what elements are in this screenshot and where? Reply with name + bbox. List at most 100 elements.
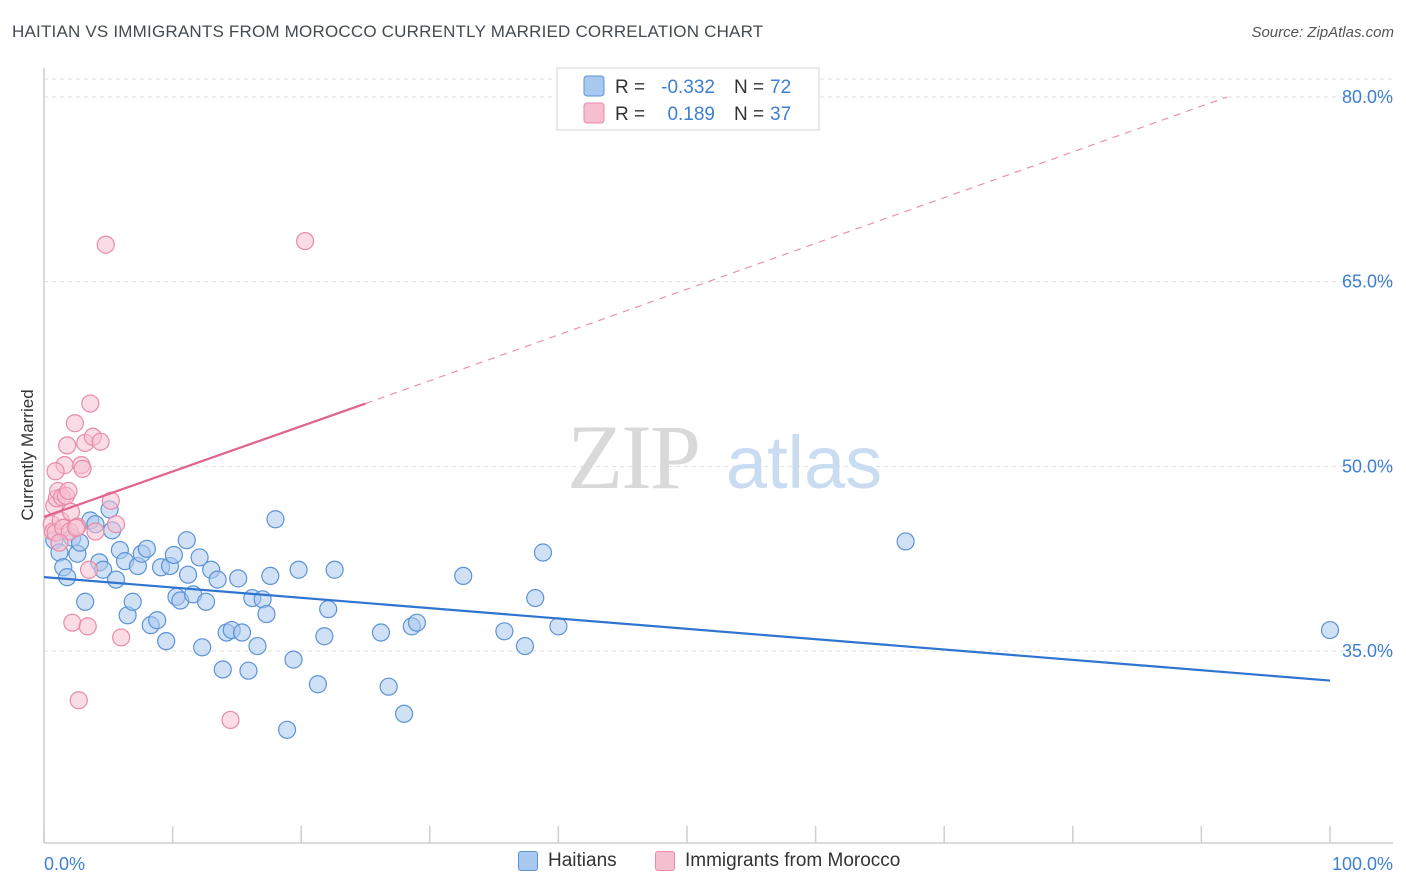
haitian-point [896, 532, 915, 551]
source-label: Source: ZipAtlas.com [1251, 24, 1394, 41]
morocco-point [79, 560, 99, 579]
morocco-swatch-icon [655, 851, 675, 871]
morocco-point [58, 436, 77, 455]
morocco-point [65, 414, 84, 433]
morocco-point [63, 613, 82, 632]
legend-box: R = -0.332 N = 72 R = 0.189 N = 37 [556, 67, 820, 131]
legend-n-label-haitians: N = [734, 77, 764, 98]
grid-lines [44, 78, 1393, 652]
bottom-legend-morocco: Immigrants from Morocco [655, 850, 900, 872]
y-tick-labels: 35.0% 50.0% 65.0% 80.0% [1342, 87, 1393, 661]
haitian-point [137, 539, 156, 558]
haitian-point [232, 623, 252, 642]
legend-r-value-morocco: 0.189 [667, 104, 715, 125]
bottom-legend-label-morocco: Immigrants from Morocco [685, 850, 901, 871]
haitian-point [193, 638, 212, 657]
haitian-point [177, 531, 196, 550]
haitians-trend-line [43, 576, 1331, 682]
legend-n-label-morocco: N = [734, 104, 764, 125]
morocco-trend-line [43, 402, 366, 518]
x-tick-label-min: 0.0% [44, 854, 85, 874]
y-axis-label: Currently Married [18, 389, 37, 520]
morocco-point [86, 522, 105, 541]
morocco-point [96, 235, 115, 254]
morocco-point [221, 710, 240, 730]
haitian-point [266, 510, 285, 529]
watermark-zip: ZIP [567, 406, 699, 508]
chart-title: HAITIAN VS IMMIGRANTS FROM MOROCCO CURRE… [12, 22, 764, 41]
haitian-point [495, 622, 514, 641]
morocco-point [67, 518, 86, 537]
haitian-point [526, 588, 545, 608]
morocco-point [295, 231, 315, 251]
bottom-legend-haitians: Haitians [518, 850, 617, 872]
haitian-point [325, 560, 344, 579]
morocco-point [73, 459, 92, 478]
x-tick-marks [43, 826, 1331, 843]
haitian-point [319, 600, 338, 619]
haitian-point [394, 704, 414, 723]
morocco-point [106, 515, 126, 534]
haitian-point [190, 548, 209, 567]
haitian-point [454, 566, 473, 586]
haitian-point [164, 545, 183, 565]
haitian-point [257, 604, 276, 624]
x-tick-labels: 0.0% 100.0% [44, 854, 1393, 874]
legend-swatch-morocco [583, 102, 605, 124]
morocco-point [69, 691, 88, 710]
haitian-point [379, 677, 398, 696]
haitian-point [148, 611, 167, 630]
haitian-point [407, 613, 427, 632]
haitian-point [106, 570, 126, 589]
haitian-point [284, 650, 303, 669]
legend-swatch-haitians [583, 75, 605, 97]
legend-r-label-morocco: R = [615, 104, 645, 125]
haitian-point [248, 636, 267, 656]
morocco-point [59, 481, 78, 501]
morocco-point [81, 394, 100, 413]
legend-n-value-morocco: 37 [770, 104, 791, 125]
haitian-point [261, 566, 280, 586]
haitian-point [76, 592, 95, 611]
haitian-point [533, 543, 553, 562]
legend-r-label-haitians: R = [615, 77, 645, 98]
x-tick-label-max: 100.0% [1332, 854, 1393, 874]
morocco-point [91, 432, 110, 451]
haitian-point [1320, 620, 1340, 640]
data-points [42, 231, 1340, 739]
haitian-point [515, 636, 535, 656]
haitian-point [549, 617, 568, 636]
haitian-point [208, 570, 227, 589]
y-tick-label: 65.0% [1342, 272, 1393, 292]
morocco-point [112, 628, 131, 647]
haitian-point [213, 660, 232, 679]
morocco-point [46, 462, 65, 481]
haitian-point [123, 592, 142, 611]
haitian-point [178, 565, 198, 584]
axes [43, 68, 1393, 844]
y-tick-label: 35.0% [1342, 641, 1393, 661]
haitian-point [277, 720, 297, 739]
morocco-trend-extension [365, 96, 1228, 405]
haitian-point [371, 623, 391, 642]
morocco-point [78, 617, 97, 636]
haitian-point [157, 632, 176, 651]
bottom-legend-label-haitians: Haitians [548, 850, 617, 871]
trend-lines [43, 96, 1331, 682]
haitians-swatch-icon [518, 851, 538, 871]
y-tick-label: 80.0% [1342, 87, 1393, 107]
watermark: ZIP atlas [567, 406, 882, 508]
watermark-atlas: atlas [726, 421, 882, 504]
legend-n-value-haitians: 72 [770, 77, 791, 98]
haitian-point [239, 661, 258, 680]
haitian-point [196, 592, 216, 611]
bottom-legend: Haitians Immigrants from Morocco [0, 850, 1406, 880]
haitian-point [289, 560, 308, 579]
haitian-point [308, 675, 328, 694]
haitian-point [58, 568, 77, 587]
y-tick-label: 50.0% [1342, 456, 1393, 476]
legend-r-value-haitians: -0.332 [661, 77, 715, 98]
haitian-point [315, 627, 334, 646]
morocco-point [50, 533, 69, 552]
